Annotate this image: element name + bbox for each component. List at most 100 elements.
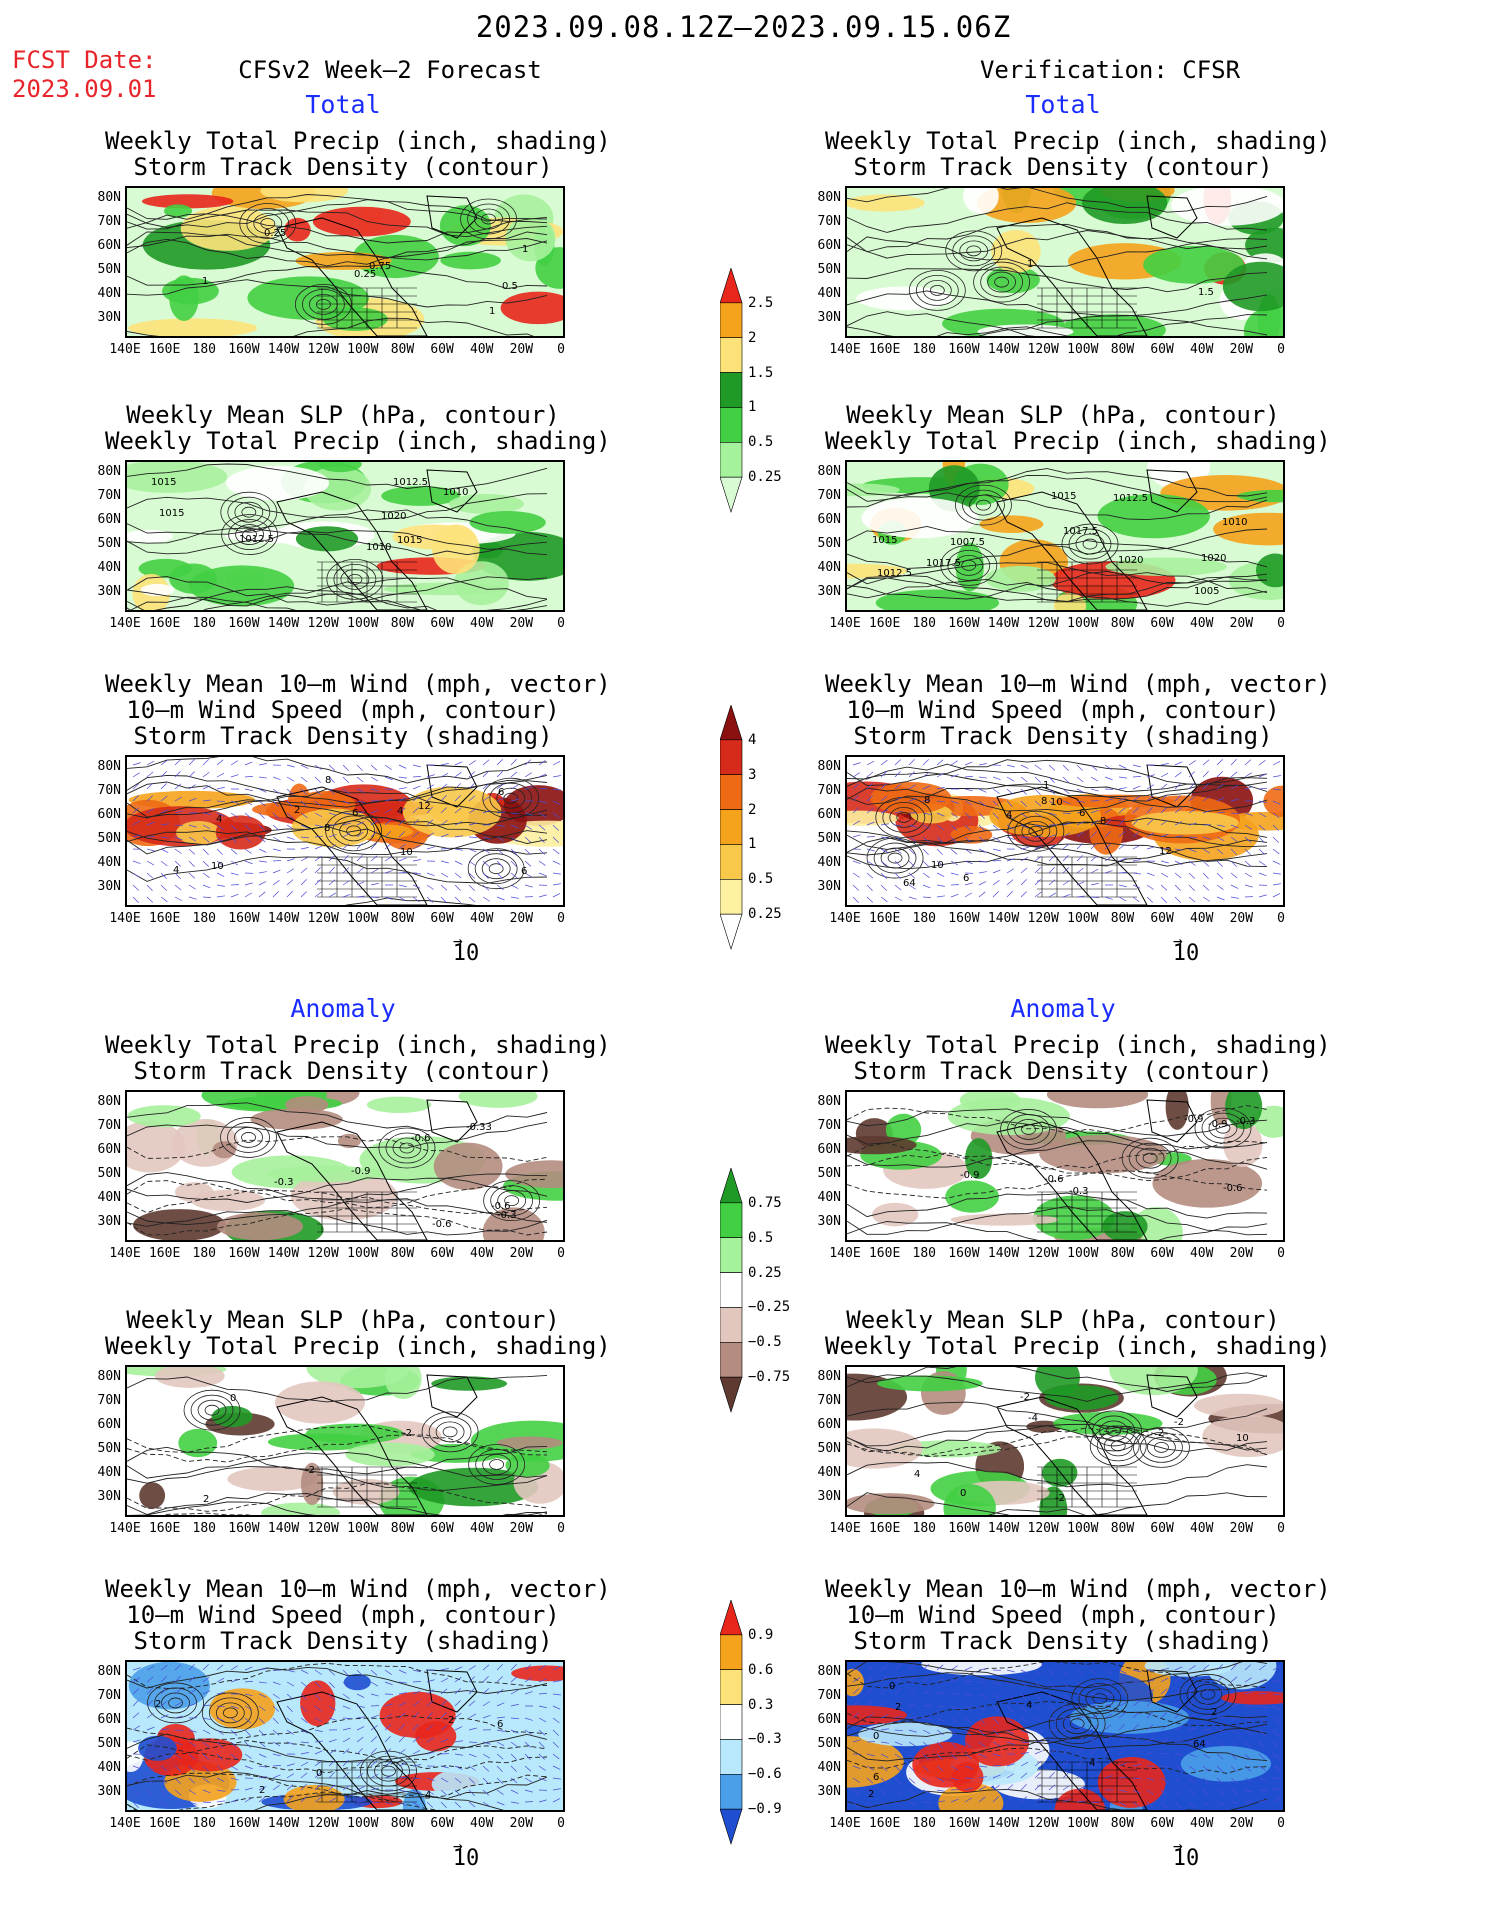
lon-label-L1-9: 40W [469,616,494,631]
map-panel-R-0: 1 1.5 [845,186,1285,338]
fcst-date-value: 2023.09.01 [12,75,157,103]
colorbar-label-storm_total-5: 0.25 [748,906,782,923]
lon-label-R5-8: 60W [1150,1816,1174,1831]
map-plot-L-5: 4 2 0 2 2 6 [127,1662,563,1810]
lon-label-R2-3: 160W [948,911,980,926]
lat-label-L0-2: 60N [97,238,121,253]
colorbar-label-storm_total-0: 4 [748,731,757,748]
lon-label-R4-8: 60W [1150,1521,1174,1536]
contour-label: 6 [498,787,504,798]
contour-label: 8 [325,775,331,786]
lon-label-R1-8: 60W [1150,616,1174,631]
lon-label-R0-3: 160W [948,342,980,357]
vector-ref-arrow-R5: → [1173,1836,1183,1855]
fcst-date-label: FCST Date: [12,46,157,74]
lon-label-L3-4: 140W [267,1246,300,1261]
map-plot-R-0: 11.5 [847,188,1283,336]
contour-label: -0.6 [411,1133,431,1144]
contour-label: 0 [316,1768,322,1779]
contour-label: 6 [352,808,358,819]
map-plot-L-0: 1 0.25 0.5 1 0.75 1 0.25 [127,188,563,336]
lon-label-R0-8: 60W [1150,342,1174,357]
contour-label: -0.6 [432,1219,452,1230]
lon-label-R5-2: 180 [912,1816,936,1831]
lat-label-R3-4: 40N [817,1190,841,1205]
contour-label: -0.9 [960,1170,980,1181]
lon-label-L4-2: 180 [192,1521,216,1536]
colorbar-label-precip_anom-3: −0.25 [748,1299,791,1316]
contour-label: 6 [963,873,969,884]
colorbar-label-storm_total-1: 3 [748,766,757,783]
lon-label-R1-4: 140W [987,616,1020,631]
colorbar-label-precip_total-2: 1.5 [748,364,774,381]
colorbar-label-precip_total-4: 0.5 [748,434,774,451]
lon-label-R2-8: 60W [1150,911,1174,926]
lon-label-R3-3: 160W [948,1246,980,1261]
colorbar-segment [720,913,743,950]
colorbar-label-precip_anom-0: 0.75 [748,1194,782,1211]
lat-label-L0-0: 80N [97,190,121,205]
lon-label-R3-11: 0 [1277,1246,1285,1261]
lon-label-L0-3: 160W [228,342,260,357]
lon-label-L0-4: 140W [267,342,300,357]
lon-label-R1-2: 180 [912,616,936,631]
map-panel-R-5: 6 4 2 2 4 0 64 2 0 [845,1660,1285,1812]
lat-label-R1-5: 30N [817,584,841,599]
lat-label-L0-1: 70N [97,214,121,229]
map-panel-R-3: -0.3 -0.9 -0.6 -0.9 -0.3 -0.9 -0.6 [845,1090,1285,1242]
lon-label-R5-10: 20W [1229,1816,1254,1831]
panel-title-R3-0: Weekly Total Precip (inch, shading) [825,1031,1331,1059]
contour-label: -2 [1020,1392,1030,1403]
lon-label-R0-10: 20W [1229,342,1254,357]
contour-label: -0.9 [1208,1119,1228,1130]
lon-label-R3-6: 100W [1067,1246,1099,1261]
contour-label: 2 [155,1699,161,1710]
map-panel-L-4: 0 -2 2 -2 [125,1365,565,1517]
colorbar-segment [720,1773,743,1810]
lon-label-R5-5: 120W [1027,1816,1059,1831]
lon-label-L3-0: 140E [109,1246,141,1261]
contour-label: 0 [873,1731,879,1742]
panel-title-R1-1: Weekly Total Precip (inch, shading) [825,427,1331,455]
colorbar-label-precip_anom-4: −0.5 [748,1334,782,1351]
colorbar-segment [720,1341,743,1378]
contour-label: 1 [1027,259,1033,270]
contour-label: -0.6 [1223,1183,1243,1194]
lon-label-L5-9: 40W [469,1816,494,1831]
contour-label: 1010 [366,542,391,553]
lat-label-L4-1: 70N [97,1393,121,1408]
lat-label-L2-0: 80N [97,759,121,774]
contour-label: 1 [522,244,528,255]
colorbar-label-storm_total-2: 2 [748,801,757,818]
contour-label: 0.25 [264,228,286,239]
colorbar-segment [720,337,743,373]
lon-label-R2-2: 180 [912,911,936,926]
contour-label: -0.9 [351,1166,371,1177]
lat-label-R2-3: 50N [817,831,841,846]
lat-label-R0-4: 40N [817,286,841,301]
lat-label-L2-5: 30N [97,879,121,894]
lat-label-R1-1: 70N [817,488,841,503]
contour-label: -0.3 [1236,1116,1256,1127]
lon-label-L3-10: 20W [509,1246,534,1261]
panel-title-L0-1: Storm Track Density (contour) [133,153,553,181]
lon-label-L4-1: 160E [148,1521,181,1536]
contour-label: 2 [259,1785,265,1796]
colorbar-label-storm_total-3: 1 [748,836,757,853]
contour-label: 8 [924,795,930,806]
vector-ref-arrow-L2: → [453,931,463,950]
colorbar-segment [720,268,743,304]
lon-label-R5-7: 80W [1110,1816,1135,1831]
lon-label-L2-10: 20W [509,911,534,926]
lon-label-L1-3: 160W [228,616,260,631]
contour-label: 6 [1079,808,1085,819]
contour-label: 1012.5 [877,568,912,579]
contour-label: 10 [211,861,224,872]
lon-label-L0-8: 60W [430,342,454,357]
section-anomaly-right: Anomaly [1010,994,1116,1023]
lat-label-R3-0: 80N [817,1094,841,1109]
lon-label-L0-10: 20W [509,342,534,357]
contour-label: 1015 [159,508,184,519]
lon-label-L5-3: 160W [228,1816,260,1831]
lon-label-R2-11: 0 [1277,911,1285,926]
